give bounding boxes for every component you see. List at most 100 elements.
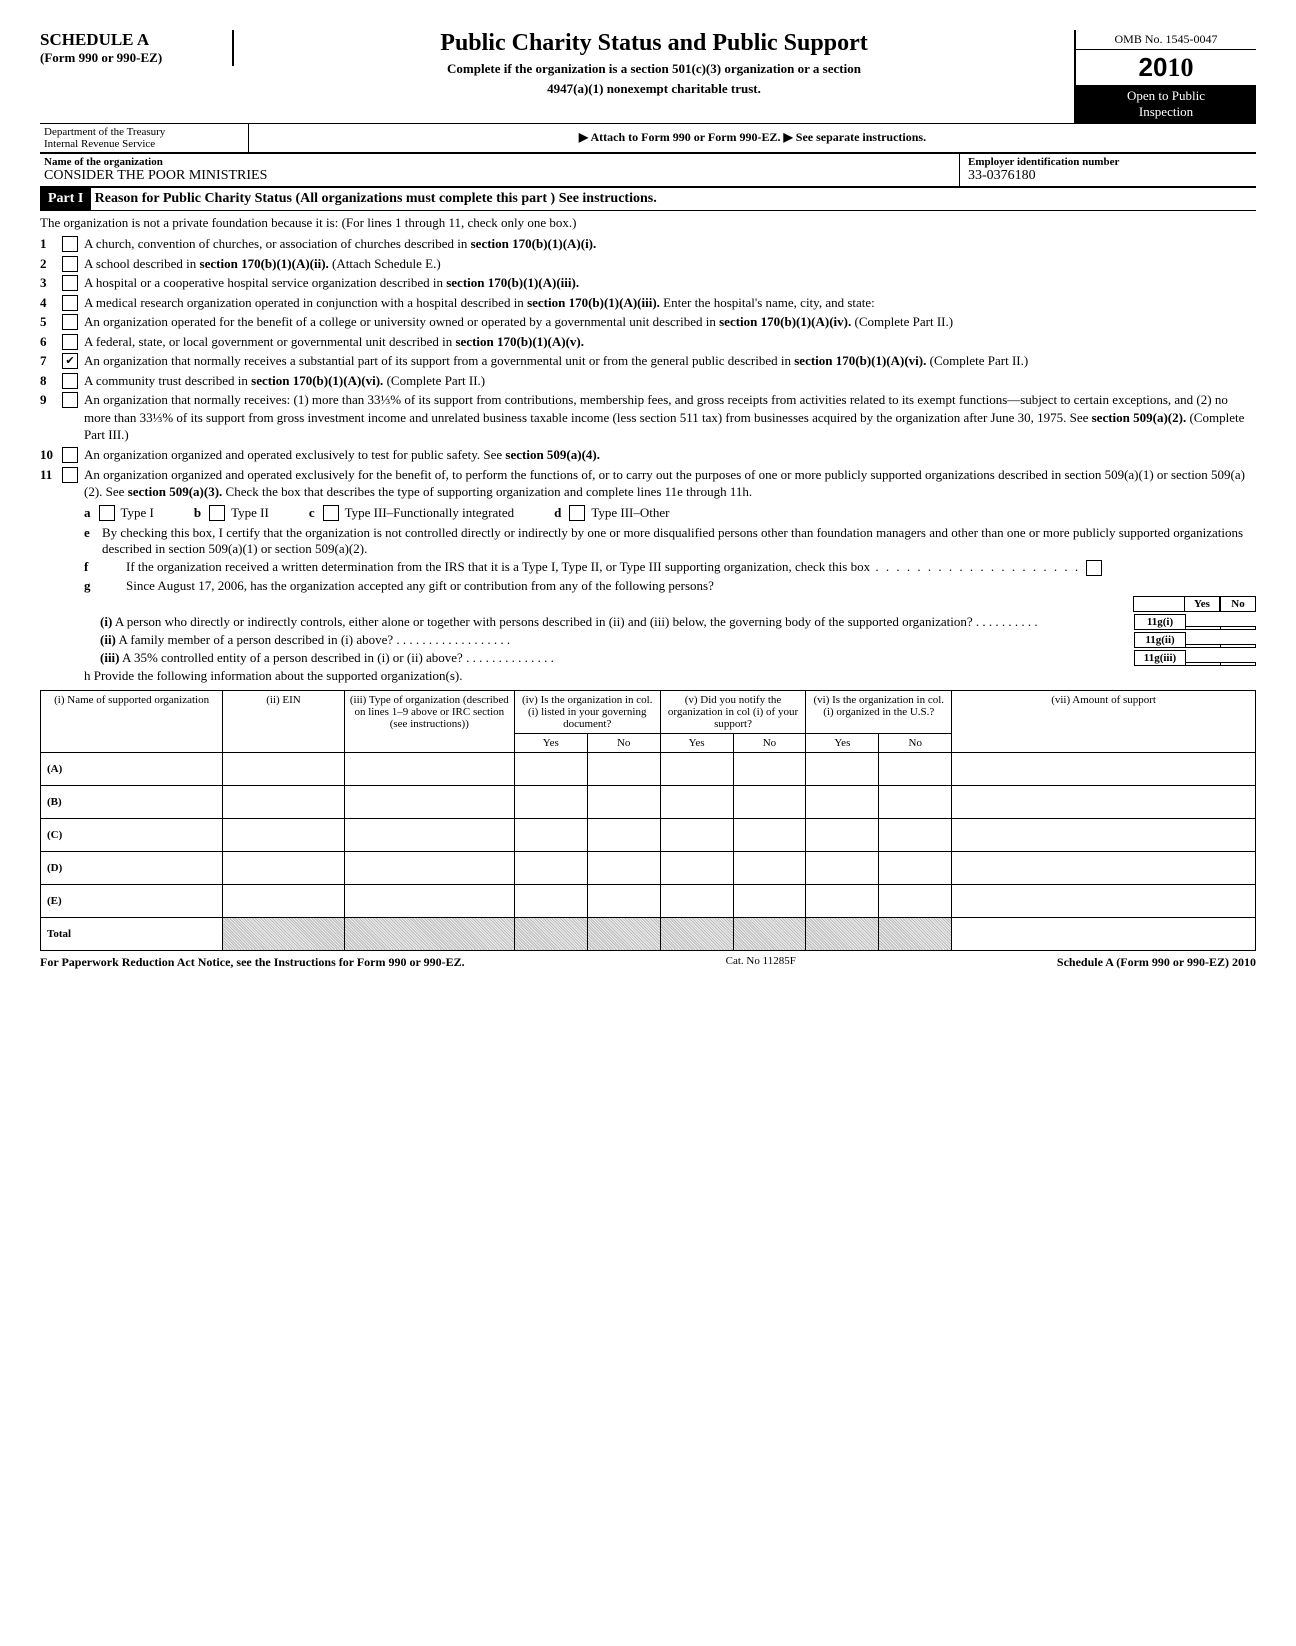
yes-11gii[interactable] xyxy=(1186,644,1221,648)
row-label: (B) xyxy=(41,785,223,818)
type-ii-label: Type II xyxy=(231,505,269,521)
no-11giii[interactable] xyxy=(1221,662,1256,666)
table-cell[interactable] xyxy=(587,752,660,785)
table-cell[interactable] xyxy=(733,818,806,851)
table-cell[interactable] xyxy=(660,818,733,851)
table-cell[interactable] xyxy=(952,752,1256,785)
col-ii: (ii) EIN xyxy=(223,690,345,752)
table-cell[interactable] xyxy=(879,851,952,884)
table-cell[interactable] xyxy=(223,818,345,851)
no-11gi[interactable] xyxy=(1221,626,1256,630)
table-cell[interactable] xyxy=(514,884,587,917)
checkbox-1[interactable] xyxy=(62,236,78,252)
table-cell[interactable] xyxy=(879,818,952,851)
form-ref: Schedule A (Form 990 or 990-EZ) 2010 xyxy=(1057,955,1256,970)
line-11e-text: By checking this box, I certify that the… xyxy=(102,525,1256,557)
checkbox-6[interactable] xyxy=(62,334,78,350)
table-cell[interactable] xyxy=(344,785,514,818)
table-cell[interactable] xyxy=(344,884,514,917)
line-number: 8 xyxy=(40,372,62,390)
table-cell[interactable] xyxy=(879,785,952,818)
q-11gii: (ii) A family member of a person describ… xyxy=(100,632,1134,648)
checkbox-11f[interactable] xyxy=(1086,560,1102,576)
table-cell[interactable] xyxy=(660,752,733,785)
table-cell[interactable] xyxy=(952,884,1256,917)
table-cell[interactable] xyxy=(952,785,1256,818)
checkbox-2[interactable] xyxy=(62,256,78,272)
table-cell[interactable] xyxy=(660,785,733,818)
checkbox-5[interactable] xyxy=(62,314,78,330)
checkbox-11c[interactable] xyxy=(323,505,339,521)
line-text-7: An organization that normally receives a… xyxy=(84,352,1256,370)
table-cell[interactable] xyxy=(514,851,587,884)
checkbox-7[interactable]: ✔ xyxy=(62,353,78,369)
tax-year: 2010 xyxy=(1076,50,1256,85)
table-cell[interactable] xyxy=(806,884,879,917)
checkbox-4[interactable] xyxy=(62,295,78,311)
checkbox-10[interactable] xyxy=(62,447,78,463)
yes-11gi[interactable] xyxy=(1186,626,1221,630)
table-cell[interactable] xyxy=(514,785,587,818)
table-cell[interactable] xyxy=(952,818,1256,851)
table-cell[interactable] xyxy=(344,752,514,785)
line-text-11: An organization organized and operated e… xyxy=(84,466,1256,501)
subtitle-1: Complete if the organization is a sectio… xyxy=(242,61,1066,77)
total-amount xyxy=(952,917,1256,950)
table-cell[interactable] xyxy=(344,818,514,851)
reason-line-9: 9An organization that normally receives:… xyxy=(40,391,1256,444)
line-number: 7 xyxy=(40,352,62,370)
checkbox-11d[interactable] xyxy=(569,505,585,521)
table-cell[interactable] xyxy=(223,851,345,884)
q-11gi: (i) A person who directly or indirectly … xyxy=(100,614,1134,630)
table-cell[interactable] xyxy=(733,851,806,884)
checkbox-11a[interactable] xyxy=(99,505,115,521)
table-cell[interactable] xyxy=(879,884,952,917)
line-text-3: A hospital or a cooperative hospital ser… xyxy=(84,274,1256,292)
line-number: 2 xyxy=(40,255,62,273)
cat-no: Cat. No 11285F xyxy=(726,955,796,970)
table-cell[interactable] xyxy=(223,785,345,818)
table-cell[interactable] xyxy=(952,851,1256,884)
table-cell[interactable] xyxy=(514,818,587,851)
type-iii-fi-label: Type III–Functionally integrated xyxy=(345,505,514,521)
part1-header: Part I Reason for Public Charity Status … xyxy=(40,188,1256,211)
table-cell[interactable] xyxy=(223,884,345,917)
line-number: 4 xyxy=(40,294,62,312)
supported-org-table: (i) Name of supported organization (ii) … xyxy=(40,690,1256,951)
checkbox-11b[interactable] xyxy=(209,505,225,521)
table-cell[interactable] xyxy=(733,785,806,818)
col-iv: (iv) Is the organization in col. (i) lis… xyxy=(514,690,660,733)
table-cell[interactable] xyxy=(660,884,733,917)
table-cell[interactable] xyxy=(806,752,879,785)
row-label: (A) xyxy=(41,752,223,785)
checkbox-8[interactable] xyxy=(62,373,78,389)
checkbox-9[interactable] xyxy=(62,392,78,408)
table-cell[interactable] xyxy=(587,851,660,884)
table-cell[interactable] xyxy=(733,752,806,785)
table-cell[interactable] xyxy=(344,851,514,884)
table-cell[interactable] xyxy=(879,752,952,785)
schedule-label: SCHEDULE A xyxy=(40,30,220,50)
yes-11giii[interactable] xyxy=(1186,662,1221,666)
table-cell[interactable] xyxy=(587,818,660,851)
no-11gii[interactable] xyxy=(1221,644,1256,648)
title-block: Public Charity Status and Public Support… xyxy=(234,30,1074,97)
table-cell[interactable] xyxy=(587,785,660,818)
table-cell[interactable] xyxy=(660,851,733,884)
type-i-label: Type I xyxy=(121,505,154,521)
table-cell[interactable] xyxy=(806,785,879,818)
part1-intro: The organization is not a private founda… xyxy=(40,215,1256,231)
table-cell[interactable] xyxy=(587,884,660,917)
checkbox-11[interactable] xyxy=(62,467,78,483)
checkbox-3[interactable] xyxy=(62,275,78,291)
table-row: (B) xyxy=(41,785,1256,818)
table-cell[interactable] xyxy=(806,818,879,851)
table-row: (D) xyxy=(41,851,1256,884)
table-cell[interactable] xyxy=(514,752,587,785)
line-text-6: A federal, state, or local government or… xyxy=(84,333,1256,351)
table-row: (C) xyxy=(41,818,1256,851)
total-label: Total xyxy=(41,917,223,950)
table-cell[interactable] xyxy=(733,884,806,917)
table-cell[interactable] xyxy=(806,851,879,884)
table-cell[interactable] xyxy=(223,752,345,785)
